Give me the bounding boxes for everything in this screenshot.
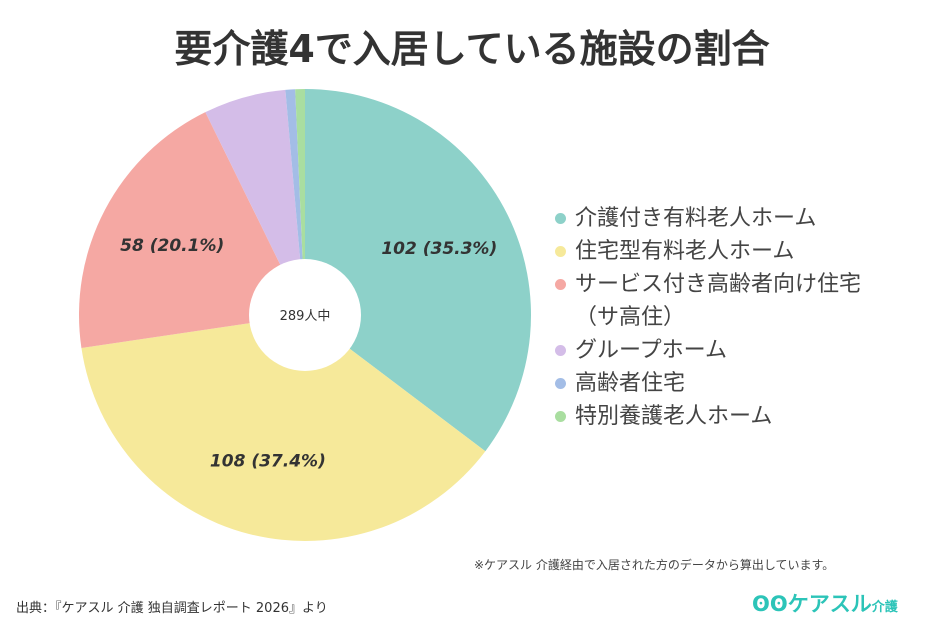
- logo-suffix: 介護: [871, 600, 898, 615]
- center-label: 289人中: [280, 309, 331, 324]
- legend-item: グループホーム: [555, 334, 861, 367]
- footnote: ※ケアスル 介護経由で入居された方のデータから算出しています。: [474, 558, 835, 572]
- logo-mark-icon: ʘʘ: [752, 592, 788, 616]
- legend-dot-icon: [555, 345, 566, 356]
- legend-label: 特別養護老人ホーム: [575, 404, 773, 429]
- legend-dot-icon: [555, 213, 566, 224]
- pie-slice: [81, 315, 486, 541]
- donut-hole: [249, 259, 361, 371]
- source-text: 出典：『ケアスル 介護 独自調査レポート 2026』より: [16, 601, 328, 616]
- chart-title: 要介護4で入居している施設の割合: [174, 27, 770, 71]
- legend-item: 高齢者住宅: [555, 367, 861, 400]
- legend-dot-icon: [555, 246, 566, 257]
- slice-data-label: 102 (35.3%): [381, 239, 497, 259]
- legend-label: 介護付き有料老人ホーム: [575, 206, 817, 231]
- pie-slice: [78, 112, 305, 349]
- pie-slice: [285, 89, 305, 315]
- legend-item: 住宅型有料老人ホーム: [555, 235, 861, 268]
- legend-dot-icon: [555, 378, 566, 389]
- legend-dot-icon: [555, 279, 566, 290]
- legend: 介護付き有料老人ホーム 住宅型有料老人ホームサービス付き高齢者向け住宅 （サ高住）…: [555, 202, 861, 433]
- legend-label: 住宅型有料老人ホーム: [575, 239, 795, 264]
- legend-item: 介護付き有料老人ホーム: [555, 202, 861, 235]
- slice-data-label: 108 (37.4%): [210, 451, 326, 471]
- brand-logo: ʘʘケアスル介護: [752, 588, 898, 618]
- legend-label: 高齢者住宅: [575, 371, 686, 396]
- legend-item: サービス付き高齢者向け住宅 （サ高住）: [555, 268, 861, 334]
- legend-item: 特別養護老人ホーム: [555, 400, 861, 433]
- pie-slice: [205, 89, 305, 315]
- legend-label: グループホーム: [575, 338, 728, 363]
- legend-dot-icon: [555, 411, 566, 422]
- logo-name: ケアスル: [787, 592, 872, 616]
- legend-label: サービス付き高齢者向け住宅 （サ高住）: [575, 272, 862, 330]
- pie-slice: [305, 89, 531, 452]
- pie-slice: [295, 89, 305, 315]
- slice-data-label: 58 (20.1%): [120, 236, 224, 256]
